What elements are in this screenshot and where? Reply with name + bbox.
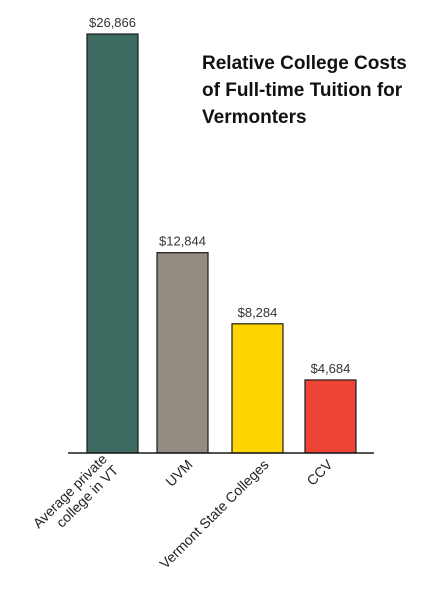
- value-label-1: $26,866: [89, 15, 136, 30]
- category-label-4: CCV: [303, 456, 336, 489]
- category-label-1: Average privatecollege in VT: [30, 450, 122, 542]
- chart-title-line-3: Vermonters: [202, 107, 307, 128]
- chart-title: Relative College Costs of Full-time Tuit…: [202, 50, 437, 131]
- bar-4: [304, 379, 357, 454]
- bar-3: [231, 323, 284, 454]
- category-label-2-line-1: UVM: [162, 456, 195, 489]
- value-label-3: $8,284: [238, 305, 278, 320]
- bar-2: [156, 252, 209, 454]
- value-label-4: $4,684: [311, 361, 351, 376]
- category-label-4-line-1: CCV: [303, 456, 336, 489]
- bar-1: [86, 33, 139, 454]
- value-label-2: $12,844: [159, 234, 206, 249]
- chart-title-line-1: Relative College Costs: [202, 53, 407, 74]
- chart-title-line-2: of Full-time Tuition for: [202, 80, 403, 101]
- category-label-2: UVM: [162, 456, 195, 489]
